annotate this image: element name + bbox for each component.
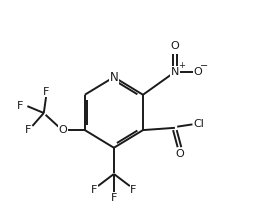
Text: F: F [43,87,49,97]
Text: O: O [175,149,184,159]
Text: N: N [171,67,179,77]
Text: O: O [171,41,179,51]
Text: O: O [59,125,68,135]
Text: F: F [130,185,137,195]
Text: +: + [178,61,185,70]
Text: F: F [24,125,31,135]
Text: Cl: Cl [194,119,205,129]
Text: F: F [17,101,24,111]
Text: F: F [91,185,98,195]
Text: N: N [110,71,118,83]
Text: F: F [111,193,117,203]
Text: O: O [193,67,202,77]
Text: −: − [200,61,209,71]
